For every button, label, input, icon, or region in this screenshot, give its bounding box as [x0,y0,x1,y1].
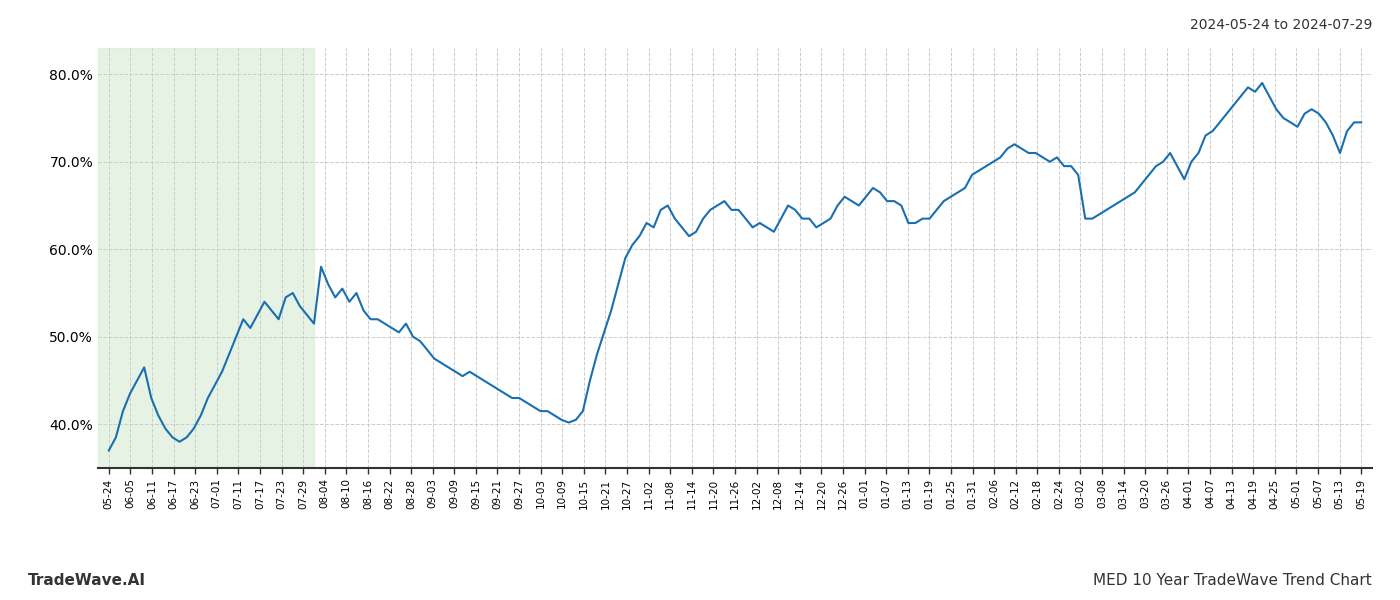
Text: 2024-05-24 to 2024-07-29: 2024-05-24 to 2024-07-29 [1190,18,1372,32]
Text: TradeWave.AI: TradeWave.AI [28,573,146,588]
Text: MED 10 Year TradeWave Trend Chart: MED 10 Year TradeWave Trend Chart [1093,573,1372,588]
Bar [98,48,314,468]
